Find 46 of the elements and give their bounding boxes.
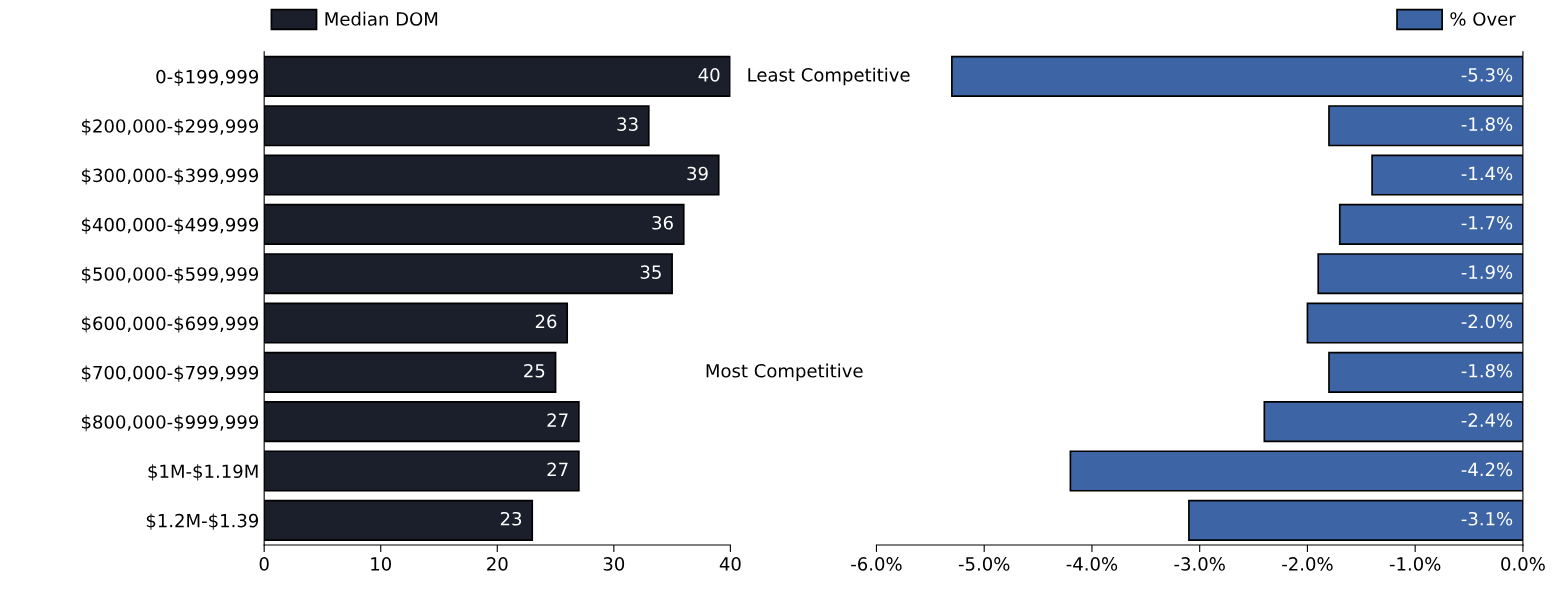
y-tick-label: $1.2M-$1.39 [146,513,259,530]
data-label: -1.8% [1461,117,1513,131]
y-tick-label: $400,000-$499,999 [82,217,259,234]
annotation: Least Competitive [748,67,910,86]
y-tick-label: $700,000-$799,999 [82,365,259,382]
y-tick-label: $800,000-$999,999 [82,414,259,432]
data-label: -1.7% [1461,215,1513,230]
x-tick-label: -5.0% [958,557,1010,571]
x-tick-label: 30 [603,557,625,571]
data-label: -1.4% [1461,166,1513,181]
data-label: -2.4% [1461,413,1513,427]
data-label: 39 [687,166,708,181]
data-label: 40 [698,67,720,82]
data-label: -3.1% [1461,511,1513,526]
x-tick-label: 0.0% [1501,557,1545,571]
x-tick-label: -3.0% [1174,557,1225,571]
legend-label: % Over [1450,12,1516,26]
data-label: -5.3% [1461,67,1513,82]
y-tick-label: $300,000-$399,999 [82,168,259,185]
data-label: 27 [547,462,568,476]
data-label: 25 [524,363,545,378]
y-tick-label: 0-$199,999 [156,69,259,86]
annotation: Most Competitive [706,363,863,382]
y-tick-label: $200,000-$299,999 [82,118,259,136]
legend-label: Median DOM [325,11,438,26]
y-tick-label: $1M-$1.19M [148,464,258,481]
data-label: 35 [640,265,661,279]
data-label: -2.0% [1461,314,1513,329]
x-tick-label: -6.0% [851,557,902,571]
data-label: 36 [652,215,673,230]
x-tick-label: 0 [259,557,269,571]
y-tick-label: $600,000-$699,999 [82,316,259,333]
y-tick-label: $500,000-$599,999 [82,266,259,284]
x-tick-label: -4.0% [1066,557,1118,571]
data-label: 33 [617,117,638,131]
x-tick-label: 40 [719,557,741,571]
data-label: -1.9% [1461,265,1513,279]
data-label: 27 [547,413,568,427]
x-tick-label: 20 [487,557,508,571]
data-label: -1.8% [1461,363,1513,378]
x-tick-label: -2.0% [1282,557,1333,571]
x-tick-label: -1.0% [1389,557,1441,571]
x-tick-label: 10 [371,557,392,571]
data-label: 23 [500,511,522,526]
data-label: 26 [535,314,557,329]
data-label: -4.2% [1461,462,1513,477]
